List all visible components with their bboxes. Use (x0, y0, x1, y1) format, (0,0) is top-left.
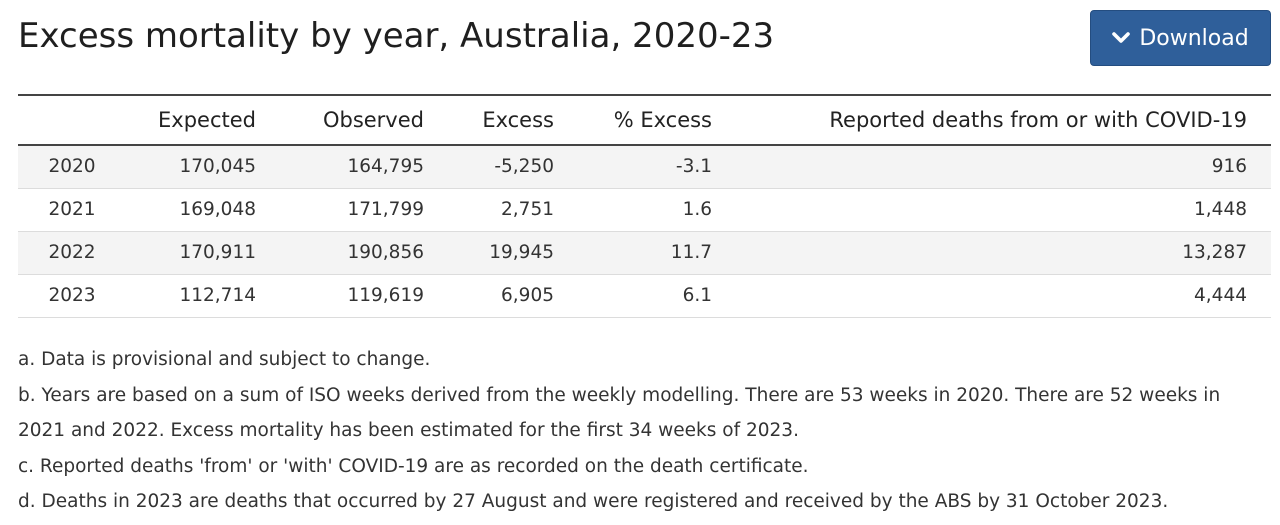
cell-expected: 170,911 (126, 231, 264, 275)
mortality-table-container: Expected Observed Excess % Excess Report… (18, 94, 1271, 318)
cell-observed: 171,799 (264, 188, 432, 232)
cell-pct-excess: 6.1 (562, 274, 720, 318)
cell-covid-deaths: 13,287 (720, 231, 1271, 275)
footnotes: a. Data is provisional and subject to ch… (18, 342, 1273, 520)
footnote-a: a. Data is provisional and subject to ch… (18, 349, 431, 370)
cell-pct-excess: -3.1 (562, 145, 720, 189)
cell-covid-deaths: 1,448 (720, 188, 1271, 232)
footnote-c: c. Reported deaths 'from' or 'with' COVI… (18, 455, 809, 477)
footnote-b: b. Years are based on a sum of ISO weeks… (18, 384, 1221, 442)
cell-year: 2020 (18, 145, 126, 189)
cell-year: 2023 (18, 274, 126, 318)
cell-excess: 2,751 (432, 188, 562, 232)
page-title: Excess mortality by year, Australia, 202… (18, 16, 775, 56)
cell-excess: 6,905 (432, 274, 562, 318)
table-row: 2023 112,714 119,619 6,905 6.1 4,444 (18, 274, 1271, 318)
cell-observed: 190,856 (264, 231, 432, 275)
chevron-down-icon (1112, 32, 1131, 43)
mortality-table: Expected Observed Excess % Excess Report… (18, 94, 1271, 318)
cell-excess: 19,945 (432, 231, 562, 275)
cell-observed: 164,795 (264, 145, 432, 189)
column-header-expected: Expected (126, 94, 264, 146)
table-row: 2022 170,911 190,856 19,945 11.7 13,287 (18, 231, 1271, 275)
cell-year: 2022 (18, 231, 126, 275)
cell-excess: -5,250 (432, 145, 562, 189)
table-row: 2020 170,045 164,795 -5,250 -3.1 916 (18, 145, 1271, 189)
cell-expected: 170,045 (126, 145, 264, 189)
download-button[interactable]: Download (1090, 10, 1271, 66)
cell-year: 2021 (18, 188, 126, 232)
cell-observed: 119,619 (264, 274, 432, 318)
column-header-excess: Excess (432, 94, 562, 146)
table-header-row: Expected Observed Excess % Excess Report… (18, 94, 1271, 146)
cell-covid-deaths: 916 (720, 145, 1271, 189)
column-header-covid-deaths: Reported deaths from or with COVID-19 (720, 94, 1271, 146)
cell-expected: 169,048 (126, 188, 264, 232)
cell-pct-excess: 1.6 (562, 188, 720, 232)
column-header-pct-excess: % Excess (562, 94, 720, 146)
cell-expected: 112,714 (126, 274, 264, 318)
cell-covid-deaths: 4,444 (720, 274, 1271, 318)
table-row: 2021 169,048 171,799 2,751 1.6 1,448 (18, 188, 1271, 232)
cell-pct-excess: 11.7 (562, 231, 720, 275)
column-header-year (18, 94, 126, 146)
column-header-observed: Observed (264, 94, 432, 146)
footnote-d: d. Deaths in 2023 are deaths that occurr… (18, 491, 1169, 512)
download-label: Download (1139, 25, 1249, 51)
